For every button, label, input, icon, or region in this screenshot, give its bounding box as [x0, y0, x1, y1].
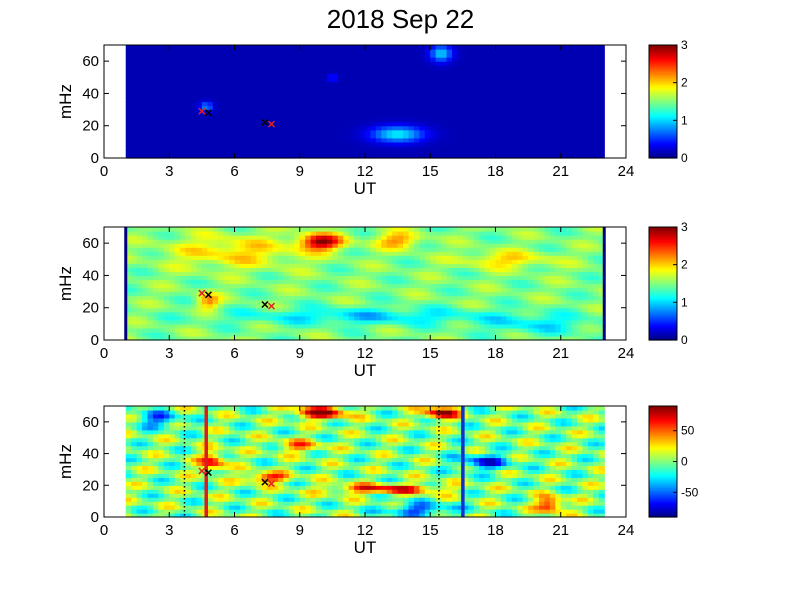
marker-3: [261, 118, 269, 127]
y-tick-label: 20: [82, 118, 99, 135]
colorbar-tick-label: 50: [681, 424, 695, 438]
marker-2: [204, 109, 212, 117]
colorbar: 0 1 2 3: [648, 220, 688, 347]
colorbar-tick-label: 2: [681, 76, 688, 90]
colorbar-tick-label: 0: [681, 333, 688, 347]
x-tick-label: 9: [296, 345, 304, 362]
x-tick-label: 24: [618, 345, 635, 362]
x-tick-label: 3: [165, 522, 173, 539]
y-axis-label: mHz: [56, 266, 75, 301]
x-tick-label: 18: [487, 163, 504, 180]
x-tick-label: 12: [357, 522, 374, 539]
x-tick-label: 3: [165, 163, 173, 180]
marker-2: [204, 291, 212, 299]
marker-4: [267, 480, 276, 488]
heatmap-cells: [125, 406, 605, 518]
y-tick-label: 40: [82, 446, 99, 463]
colorbar: 0 1 2 3: [648, 38, 688, 165]
x-tick-label: 0: [100, 163, 108, 180]
y-tick-label: 40: [82, 85, 99, 102]
x-tick-label: 0: [100, 522, 108, 539]
colorbar-tick-label: -50: [681, 485, 699, 499]
x-tick-label: 24: [618, 163, 635, 180]
x-tick-label: 9: [296, 522, 304, 539]
marker-3: [261, 300, 269, 309]
x-tick-label: 6: [230, 163, 238, 180]
colorbar: -50 0 50: [648, 405, 699, 518]
colorbar-box: [648, 44, 678, 159]
panel-3: 0 3 6 9 12 15 18 21 24 0 20 40 60 UT mHz -50 0 50: [56, 405, 699, 557]
colorbar-tick-label: 1: [681, 113, 688, 127]
figure-title: 2018 Sep 22: [326, 4, 475, 34]
x-axis-label: UT: [354, 538, 377, 557]
x-tick-label: 9: [296, 163, 304, 180]
y-tick-label: 0: [91, 150, 99, 167]
x-tick-label: 21: [552, 522, 569, 539]
colorbar-tick-label: 0: [681, 455, 688, 469]
x-tick-label: 6: [230, 522, 238, 539]
x-tick-label: 6: [230, 345, 238, 362]
x-axis-label: UT: [354, 361, 377, 380]
y-axis-label: mHz: [56, 444, 75, 479]
y-axis-label: mHz: [56, 84, 75, 119]
x-tick-label: 18: [487, 345, 504, 362]
y-tick-label: 0: [91, 332, 99, 349]
x-axis-label: UT: [354, 179, 377, 198]
x-tick-label: 24: [618, 522, 635, 539]
x-tick-label: 0: [100, 345, 108, 362]
x-tick-label: 15: [422, 163, 439, 180]
colorbar-tick-label: 3: [681, 220, 688, 234]
x-tick-label: 12: [357, 345, 374, 362]
x-tick-label: 21: [552, 163, 569, 180]
y-tick-label: 60: [82, 235, 99, 252]
x-tick-label: 12: [357, 163, 374, 180]
heatmap-cells: [125, 227, 605, 341]
colorbar-tick-label: 1: [681, 295, 688, 309]
colorbar-tick-label: 2: [681, 258, 688, 272]
marker-1: [198, 289, 206, 297]
edge-bar-left: [124, 227, 128, 340]
y-tick-label: 40: [82, 267, 99, 284]
y-tick-label: 0: [91, 509, 99, 526]
x-tick-label: 15: [422, 522, 439, 539]
colorbar-box: [648, 226, 678, 341]
marker-4: [267, 302, 276, 310]
x-tick-label: 15: [422, 345, 439, 362]
y-tick-label: 60: [82, 53, 99, 70]
marker-1: [198, 107, 206, 115]
marker-1: [198, 467, 206, 475]
y-tick-label: 20: [82, 477, 99, 494]
x-tick-label: 3: [165, 345, 173, 362]
y-tick-label: 60: [82, 414, 99, 431]
heatmap-cells: [125, 45, 605, 159]
edge-bar-right: [602, 227, 606, 340]
marker-3: [261, 478, 269, 486]
colorbar-tick-label: 3: [681, 38, 688, 52]
x-tick-label: 18: [487, 522, 504, 539]
colorbar-tick-label: 0: [681, 151, 688, 165]
marker-2: [204, 469, 212, 477]
marker-4: [267, 120, 276, 128]
y-tick-label: 20: [82, 300, 99, 317]
x-tick-label: 21: [552, 345, 569, 362]
